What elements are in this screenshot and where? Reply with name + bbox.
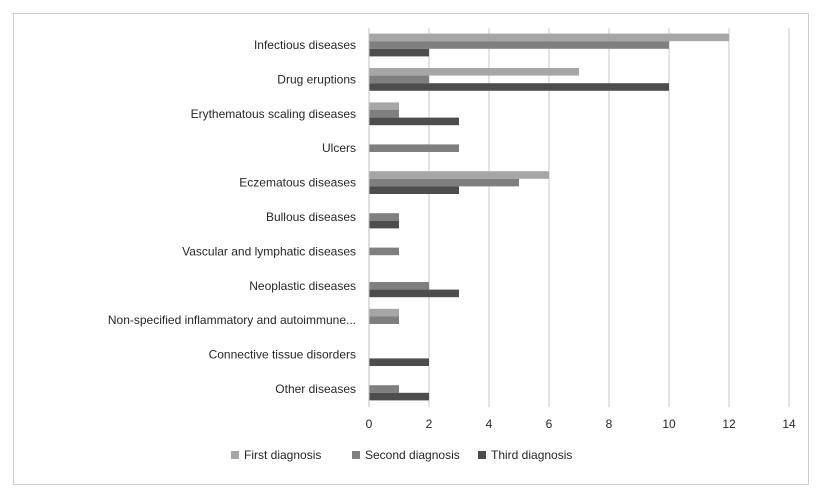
bar <box>369 247 399 256</box>
bar <box>369 68 579 76</box>
bar <box>369 358 429 366</box>
bar <box>369 41 669 49</box>
category-label: Non-specified inflammatory and autoimmun… <box>108 313 356 327</box>
bar <box>369 110 399 118</box>
legend-swatch <box>352 451 360 459</box>
bar <box>369 308 399 317</box>
category-label: Neoplastic diseases <box>249 279 356 293</box>
category-label: Erythematous scaling diseases <box>191 107 356 121</box>
x-tick-label: 14 <box>782 417 796 431</box>
legend-label: Third diagnosis <box>491 448 572 462</box>
bar <box>369 102 399 110</box>
bar <box>369 178 519 187</box>
bar <box>369 220 399 229</box>
bar <box>369 213 399 221</box>
legend-label: First diagnosis <box>244 448 321 462</box>
legend-swatch <box>231 451 239 459</box>
bar <box>369 33 729 42</box>
bar <box>369 48 429 57</box>
category-label: Ulcers <box>322 141 356 155</box>
bar <box>369 385 399 393</box>
bar <box>369 144 459 152</box>
legend-swatch <box>478 451 486 459</box>
bar <box>369 392 429 401</box>
category-label: Other diseases <box>275 382 356 396</box>
category-label: Bullous diseases <box>266 210 356 224</box>
x-tick-label: 2 <box>426 417 433 431</box>
x-tick-label: 12 <box>722 417 736 431</box>
bar <box>369 75 429 84</box>
category-label: Infectious diseases <box>254 38 356 52</box>
bar <box>369 186 459 194</box>
x-tick-label: 6 <box>546 417 553 431</box>
legend-label: Second diagnosis <box>365 448 460 462</box>
category-label: Connective tissue disorders <box>209 348 356 362</box>
bar <box>369 289 459 298</box>
bar <box>369 316 399 324</box>
bar <box>369 83 669 91</box>
bar <box>369 117 459 126</box>
x-tick-label: 4 <box>486 417 493 431</box>
bar <box>369 282 429 290</box>
x-tick-label: 10 <box>662 417 676 431</box>
bar <box>369 171 549 179</box>
category-label: Drug eruptions <box>277 72 356 86</box>
x-tick-label: 0 <box>366 417 373 431</box>
x-tick-label: 8 <box>606 417 613 431</box>
chart-frame <box>13 13 809 485</box>
category-label: Eczematous diseases <box>239 176 356 190</box>
category-label: Vascular and lymphatic diseases <box>182 244 356 258</box>
